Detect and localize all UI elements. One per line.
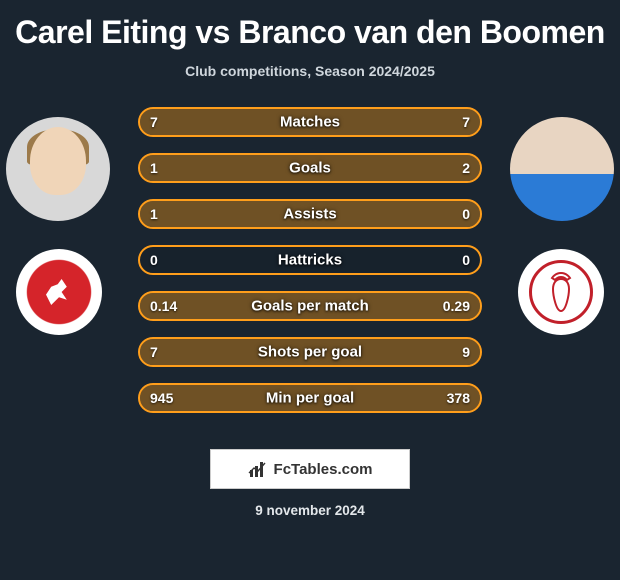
stat-value-left: 1 (150, 206, 158, 222)
stat-row: 7Shots per goal9 (138, 337, 482, 367)
brand-badge: FcTables.com (210, 449, 410, 489)
stat-fill-right (290, 339, 480, 365)
stat-value-right: 7 (462, 114, 470, 130)
twente-icon (24, 257, 94, 327)
stat-value-left: 7 (150, 114, 158, 130)
bar-chart-icon (248, 459, 268, 479)
date-text: 9 november 2024 (0, 503, 620, 518)
stat-row: 7Matches7 (138, 107, 482, 137)
stat-row: 1Goals2 (138, 153, 482, 183)
stat-value-right: 378 (447, 390, 470, 406)
stat-value-right: 0 (462, 252, 470, 268)
stat-fill-left (140, 339, 290, 365)
stat-value-right: 2 (462, 160, 470, 176)
stat-value-right: 0 (462, 206, 470, 222)
stat-value-left: 7 (150, 344, 158, 360)
player-right-avatar (510, 117, 614, 221)
stat-fill-right (252, 155, 480, 181)
stat-value-left: 945 (150, 390, 173, 406)
stat-fill-left (140, 109, 310, 135)
stat-row: 945Min per goal378 (138, 383, 482, 413)
stat-row: 0Hattricks0 (138, 245, 482, 275)
stat-label: Hattricks (140, 252, 480, 269)
brand-text: FcTables.com (274, 461, 373, 478)
stat-fill-left (140, 201, 480, 227)
stat-row: 1Assists0 (138, 199, 482, 229)
stat-row: 0.14Goals per match0.29 (138, 291, 482, 321)
ajax-icon (529, 260, 593, 324)
page-title: Carel Eiting vs Branco van den Boomen (0, 0, 620, 55)
stat-value-left: 0.14 (150, 298, 177, 314)
stat-value-left: 0 (150, 252, 158, 268)
stat-value-left: 1 (150, 160, 158, 176)
club-right-crest (518, 249, 604, 335)
stat-value-right: 0.29 (443, 298, 470, 314)
player-left-avatar (6, 117, 110, 221)
stat-value-right: 9 (462, 344, 470, 360)
stat-fill-right (310, 109, 480, 135)
comparison-stage: 7Matches71Goals21Assists00Hattricks00.14… (0, 107, 620, 437)
stat-fill-left (140, 385, 381, 411)
subtitle: Club competitions, Season 2024/2025 (0, 63, 620, 79)
club-left-crest (16, 249, 102, 335)
stat-rows: 7Matches71Goals21Assists00Hattricks00.14… (138, 107, 482, 429)
